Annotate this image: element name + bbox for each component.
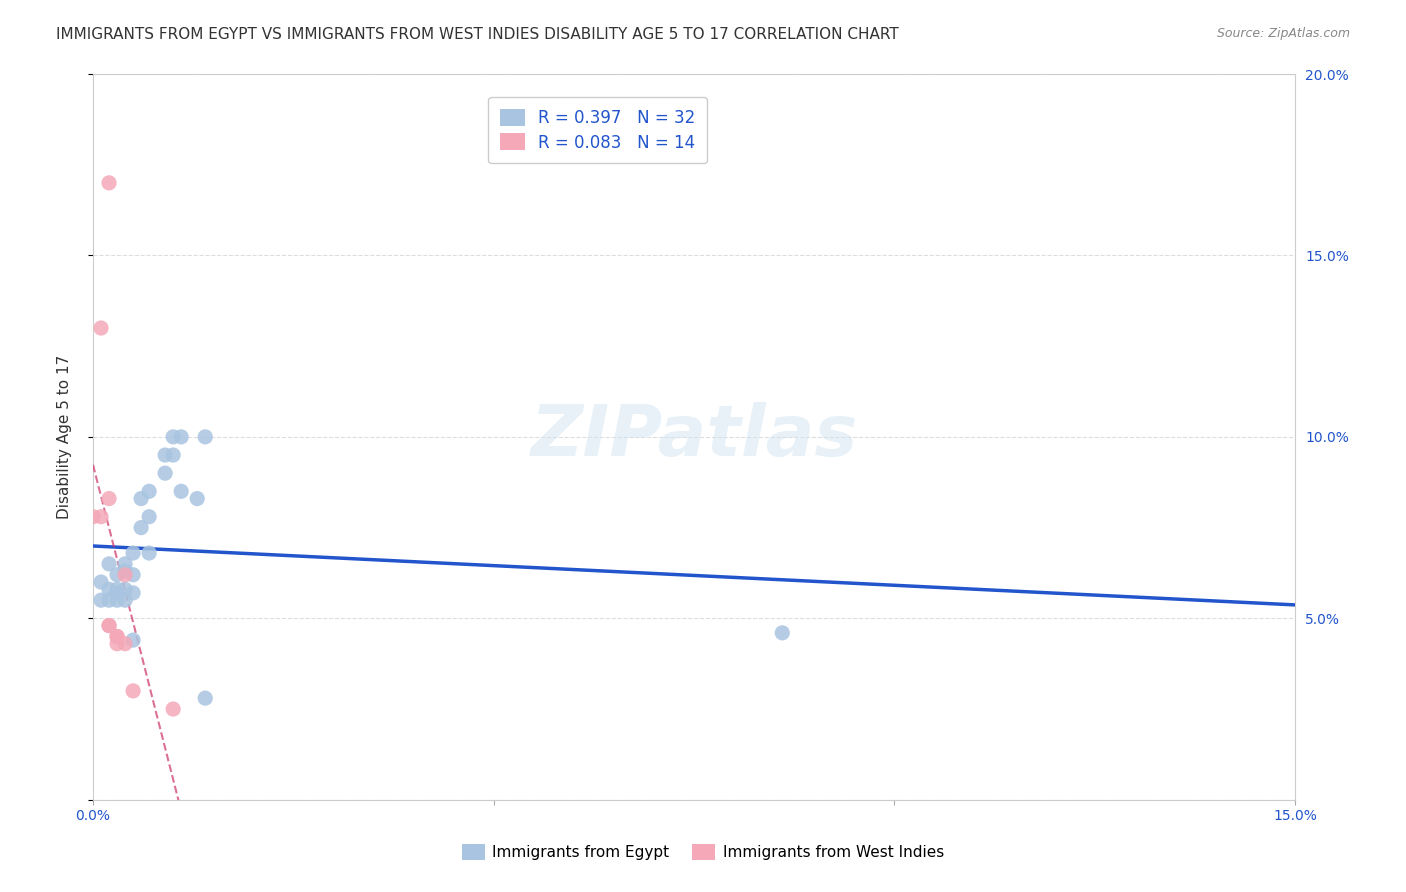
Point: [153, 466, 176, 480]
Point: [138, 546, 160, 560]
Point: [114, 557, 136, 571]
Legend: Immigrants from Egypt, Immigrants from West Indies: Immigrants from Egypt, Immigrants from W…: [456, 838, 950, 866]
Point: [122, 546, 145, 560]
Point: [105, 637, 128, 651]
Point: [138, 509, 160, 524]
Point: [122, 567, 145, 582]
Point: [98, 618, 121, 632]
Point: [98, 557, 121, 571]
Point: [98, 176, 121, 190]
Point: [98, 618, 121, 632]
Y-axis label: Disability Age 5 to 17: Disability Age 5 to 17: [58, 355, 72, 519]
Point: [98, 491, 121, 506]
Point: [122, 586, 145, 600]
Point: [98, 593, 121, 607]
Point: [122, 633, 145, 648]
Point: [162, 702, 184, 716]
Text: Source: ZipAtlas.com: Source: ZipAtlas.com: [1216, 27, 1350, 40]
Point: [90, 593, 112, 607]
Point: [114, 564, 136, 578]
Point: [114, 637, 136, 651]
Point: [170, 430, 193, 444]
Point: [105, 567, 128, 582]
Text: ZIPatlas: ZIPatlas: [530, 402, 858, 471]
Point: [129, 520, 152, 534]
Point: [122, 684, 145, 698]
Point: [194, 691, 217, 706]
Point: [90, 509, 112, 524]
Point: [194, 430, 217, 444]
Point: [162, 430, 184, 444]
Point: [114, 582, 136, 597]
Point: [153, 448, 176, 462]
Point: [98, 582, 121, 597]
Text: IMMIGRANTS FROM EGYPT VS IMMIGRANTS FROM WEST INDIES DISABILITY AGE 5 TO 17 CORR: IMMIGRANTS FROM EGYPT VS IMMIGRANTS FROM…: [56, 27, 898, 42]
Point: [105, 586, 128, 600]
Point: [170, 484, 193, 499]
Point: [105, 593, 128, 607]
Point: [186, 491, 208, 506]
Point: [770, 625, 793, 640]
Point: [114, 567, 136, 582]
Point: [90, 575, 112, 590]
Point: [105, 582, 128, 597]
Point: [90, 321, 112, 335]
Point: [114, 593, 136, 607]
Point: [105, 630, 128, 644]
Point: [105, 630, 128, 644]
Point: [162, 448, 184, 462]
Legend: R = 0.397   N = 32, R = 0.083   N = 14: R = 0.397 N = 32, R = 0.083 N = 14: [488, 97, 707, 163]
Point: [82, 509, 104, 524]
Point: [129, 491, 152, 506]
Point: [138, 484, 160, 499]
